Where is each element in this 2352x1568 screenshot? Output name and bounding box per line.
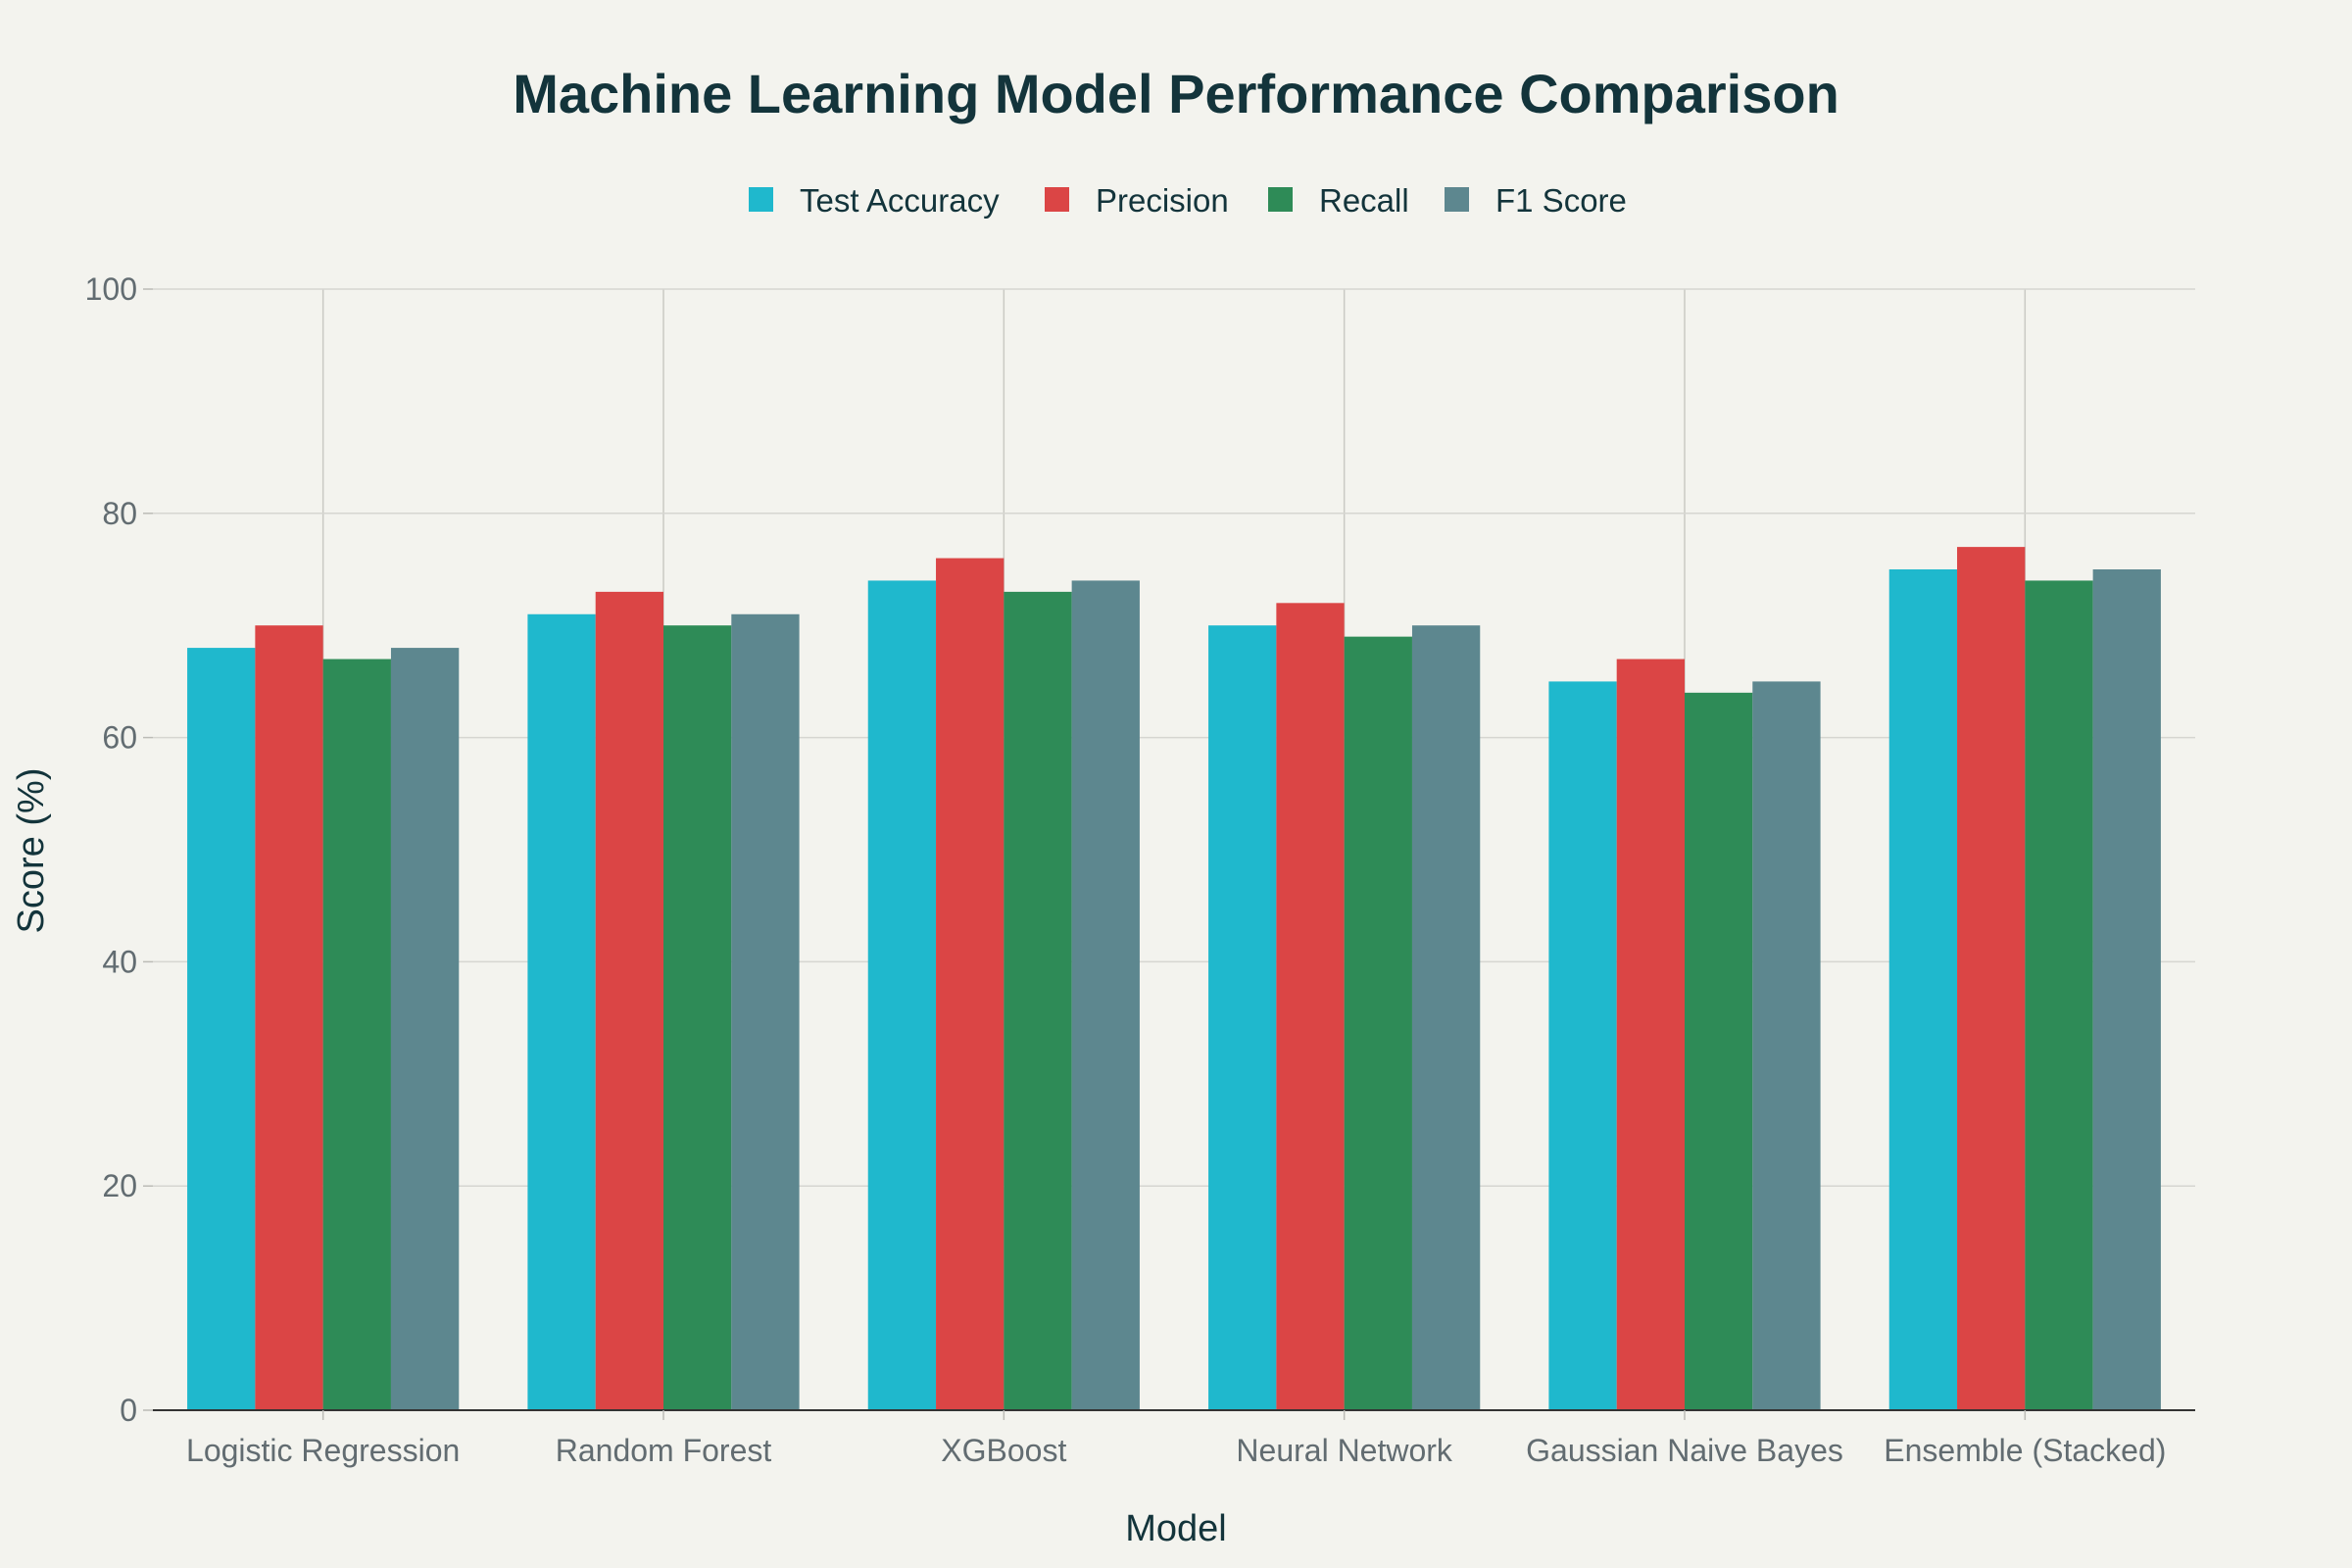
- horizontal-gridlines: [153, 288, 2195, 1187]
- x-tick-label: Logistic Regression: [186, 1433, 460, 1468]
- legend-swatch: [1045, 187, 1069, 212]
- bar: [1071, 580, 1140, 1410]
- x-tick-label: XGBoost: [941, 1433, 1066, 1468]
- bar: [1957, 547, 2026, 1410]
- bar: [731, 613, 800, 1410]
- bar: [936, 558, 1004, 1410]
- bar: [527, 613, 596, 1410]
- bar: [255, 625, 323, 1410]
- legend-label: Recall: [1319, 182, 1409, 219]
- legend-label: Test Accuracy: [800, 182, 1000, 219]
- y-tick-label: 60: [102, 720, 137, 756]
- bar: [1276, 603, 1345, 1410]
- bar: [595, 591, 663, 1410]
- bars: [187, 547, 2161, 1410]
- y-tick-label: 20: [102, 1168, 137, 1203]
- bar: [390, 648, 460, 1410]
- bar: [1208, 625, 1277, 1410]
- legend-swatch: [1445, 187, 1469, 212]
- bar: [1411, 625, 1481, 1410]
- bar: [1752, 681, 1821, 1410]
- y-tick-label: 80: [102, 496, 137, 531]
- x-tick-label: Random Forest: [556, 1433, 772, 1468]
- bar: [1888, 569, 1958, 1410]
- legend-swatch: [749, 187, 773, 212]
- legend-item[interactable]: F1 Score: [1445, 182, 1627, 219]
- x-tick-label: Ensemble (Stacked): [1884, 1433, 2166, 1468]
- bar: [1616, 659, 1685, 1410]
- y-tick-label: 40: [102, 944, 137, 979]
- y-axis-ticks: 0 20 40 60 80 100: [85, 271, 153, 1428]
- y-axis-title: Score (%): [11, 768, 52, 934]
- chart-title: Machine Learning Model Performance Compa…: [513, 63, 1839, 124]
- bar: [1548, 681, 1617, 1410]
- bar: [663, 625, 732, 1410]
- bar: [2025, 580, 2093, 1410]
- bar: [1004, 591, 1072, 1410]
- legend-label: F1 Score: [1495, 182, 1627, 219]
- legend-item[interactable]: Precision: [1045, 182, 1229, 219]
- bar: [867, 580, 937, 1410]
- legend-swatch: [1268, 187, 1293, 212]
- x-axis-title: Model: [1125, 1508, 1227, 1549]
- x-axis-ticks: Logistic Regression Random Forest XGBoost N…: [186, 1410, 2166, 1468]
- y-tick-label: 0: [120, 1393, 137, 1428]
- bar: [187, 648, 256, 1410]
- y-tick-label: 100: [85, 271, 137, 307]
- legend: Test Accuracy Precision Recall F1 Score: [749, 182, 1627, 219]
- bar: [1344, 636, 1412, 1410]
- bar: [322, 659, 391, 1410]
- legend-item[interactable]: Test Accuracy: [749, 182, 1000, 219]
- bar: [1685, 692, 1753, 1410]
- bar: [2092, 569, 2161, 1410]
- x-tick-label: Neural Network: [1236, 1433, 1453, 1468]
- x-tick-label: Gaussian Naive Bayes: [1526, 1433, 1843, 1468]
- legend-item[interactable]: Recall: [1268, 182, 1409, 219]
- legend-label: Precision: [1096, 182, 1229, 219]
